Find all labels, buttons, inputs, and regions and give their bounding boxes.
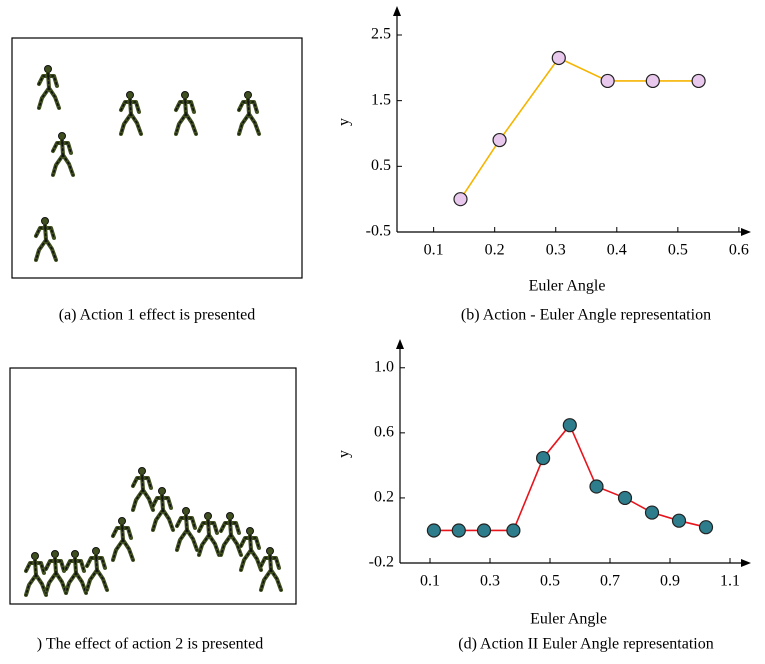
x-axis-title: Euler Angle xyxy=(529,278,606,295)
y-tick-label: 0.6 xyxy=(374,424,394,441)
x-tick-label: 0.2 xyxy=(485,242,505,259)
data-line xyxy=(459,56,699,200)
data-point xyxy=(698,520,714,535)
x-tick-label: 0.5 xyxy=(540,573,560,590)
data-line xyxy=(433,423,707,532)
data-point xyxy=(492,132,507,148)
caption: (b) Action - Euler Angle representation xyxy=(461,307,711,324)
x-axis-arrow xyxy=(741,228,751,236)
data-point xyxy=(426,523,441,538)
y-tick-label: 2.5 xyxy=(371,26,391,43)
y-tick-label: 0.2 xyxy=(374,489,394,506)
x-tick-label: 0.1 xyxy=(424,242,444,259)
data-point xyxy=(551,50,566,66)
x-tick-label: 0.7 xyxy=(600,573,620,590)
data-point xyxy=(644,505,660,520)
y-axis-title: y xyxy=(336,118,353,126)
x-axis-title: Euler Angle xyxy=(530,611,607,628)
x-tick-label: 0.1 xyxy=(420,573,440,590)
y-tick-label: -0.5 xyxy=(366,223,391,240)
data-point xyxy=(671,513,687,528)
x-tick-label: 0.6 xyxy=(729,242,749,259)
image-frame xyxy=(11,37,303,279)
data-point xyxy=(617,490,633,506)
x-tick-label: 0.4 xyxy=(607,242,627,259)
image-frame xyxy=(9,367,297,605)
data-point xyxy=(506,523,521,538)
caption: (a) Action 1 effect is presented xyxy=(59,307,256,324)
y-tick-label: 1.5 xyxy=(371,91,391,108)
y-tick-label: 0.5 xyxy=(371,157,391,174)
data-point xyxy=(535,450,551,466)
data-point xyxy=(645,73,660,89)
y-axis-title: y xyxy=(336,450,353,458)
y-tick-label: 1.0 xyxy=(374,358,394,375)
x-tick-label: 1.1 xyxy=(720,573,740,590)
y-tick-label: -0.2 xyxy=(369,554,394,571)
stick-figures xyxy=(24,465,283,597)
data-point xyxy=(451,523,466,538)
x-tick-label: 0.9 xyxy=(660,573,680,590)
caption: ) The effect of action 2 is presented xyxy=(37,636,263,653)
stick-figures xyxy=(34,63,261,262)
x-tick-label: 0.3 xyxy=(546,242,566,259)
data-point xyxy=(600,73,615,89)
x-tick-label: 0.5 xyxy=(668,242,688,259)
data-point xyxy=(476,523,492,538)
data-point xyxy=(562,418,577,433)
data-point xyxy=(589,479,604,494)
x-tick-label: 0.3 xyxy=(480,573,500,590)
x-axis-arrow xyxy=(741,559,751,567)
y-axis-arrow xyxy=(396,339,404,349)
y-axis-arrow xyxy=(393,6,401,16)
data-point xyxy=(453,192,468,207)
data-point xyxy=(691,73,706,89)
caption: (d) Action II Euler Angle representation xyxy=(458,636,713,653)
